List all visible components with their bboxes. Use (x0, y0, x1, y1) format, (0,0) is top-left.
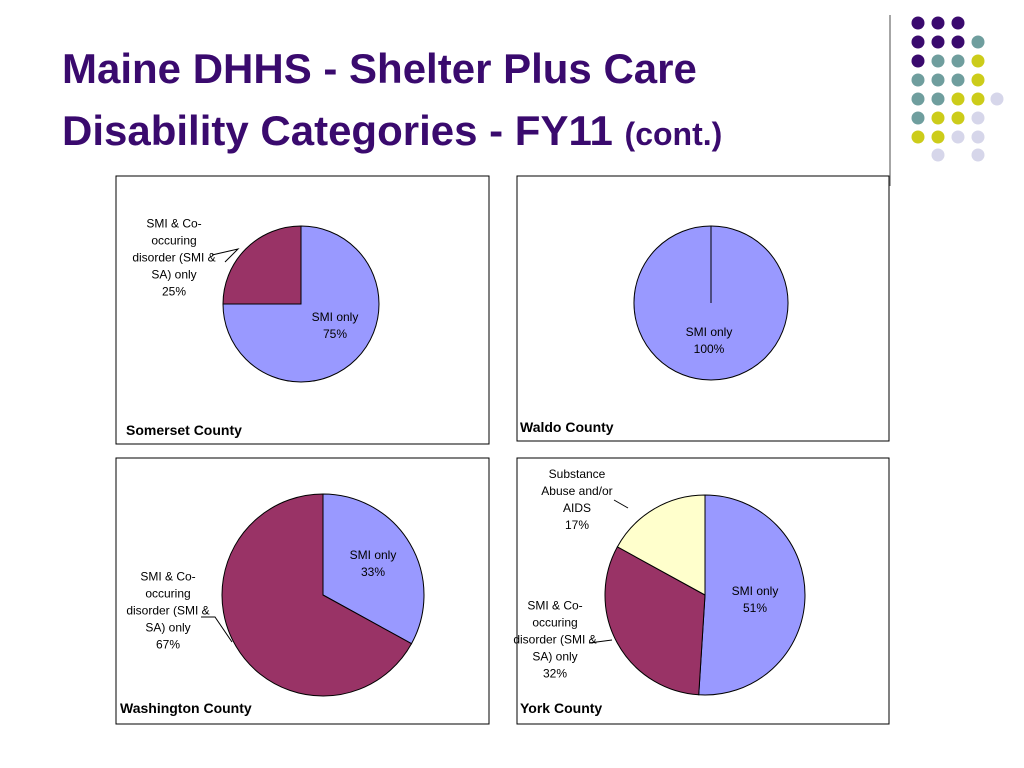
leader-line (613, 499, 629, 509)
pie-slice (616, 494, 706, 596)
data-label: SMI & Co-occuring disorder (SMI & SA) on… (129, 216, 219, 301)
label-category: SMI only (685, 325, 733, 339)
label-category: SMI & Co-occuring disorder (SMI & SA) on… (513, 598, 597, 664)
chart-title: Somerset County (126, 422, 242, 438)
label-category: SMI & Co-occuring disorder (SMI & SA) on… (126, 569, 210, 635)
pie-slice (222, 225, 302, 305)
label-category: SMI only (349, 548, 397, 562)
data-label: Substance Abuse and/or AIDS 17% (532, 466, 622, 534)
pie-slice (222, 225, 380, 383)
data-label: SMI & Co-occuring disorder (SMI & SA) on… (123, 569, 213, 654)
pie-slice (221, 493, 413, 697)
slide-title: Maine DHHS - Shelter Plus Care Disabilit… (62, 38, 882, 165)
pie-slice (322, 493, 425, 645)
data-label: SMI & Co-occuring disorder (SMI & SA) on… (510, 598, 600, 683)
label-category: SMI only (731, 584, 779, 598)
decor-dots (911, 16, 1004, 162)
pie-slice (698, 494, 806, 696)
data-label: SMI only 51% (710, 583, 800, 617)
title-text: Maine DHHS - Shelter Plus Care Disabilit… (62, 45, 697, 154)
label-value: 67% (155, 637, 181, 652)
leader-line (201, 616, 233, 643)
label-category: Substance Abuse and/or AIDS (541, 467, 613, 515)
label-value: 25% (161, 284, 187, 299)
chart-title: York County (520, 700, 603, 716)
chart-title: Washington County (120, 700, 252, 716)
data-label: SMI only 100% (664, 324, 754, 358)
label-category: SMI only (311, 310, 359, 324)
label-value: 32% (542, 666, 568, 681)
label-value: 33% (360, 565, 386, 579)
label-value: 51% (742, 601, 768, 615)
title-note: (cont.) (624, 116, 723, 152)
label-category: SMI & Co-occuring disorder (SMI & SA) on… (132, 216, 216, 282)
data-label: SMI only 75% (290, 309, 380, 343)
chart-title: Waldo County (520, 419, 614, 435)
label-value: 75% (322, 327, 348, 341)
data-label: SMI only 33% (328, 547, 418, 581)
leader-line (211, 248, 240, 263)
leader-line (588, 639, 613, 644)
pie-slice (604, 546, 706, 696)
label-value: 17% (564, 518, 590, 532)
label-value: 100% (693, 342, 725, 356)
